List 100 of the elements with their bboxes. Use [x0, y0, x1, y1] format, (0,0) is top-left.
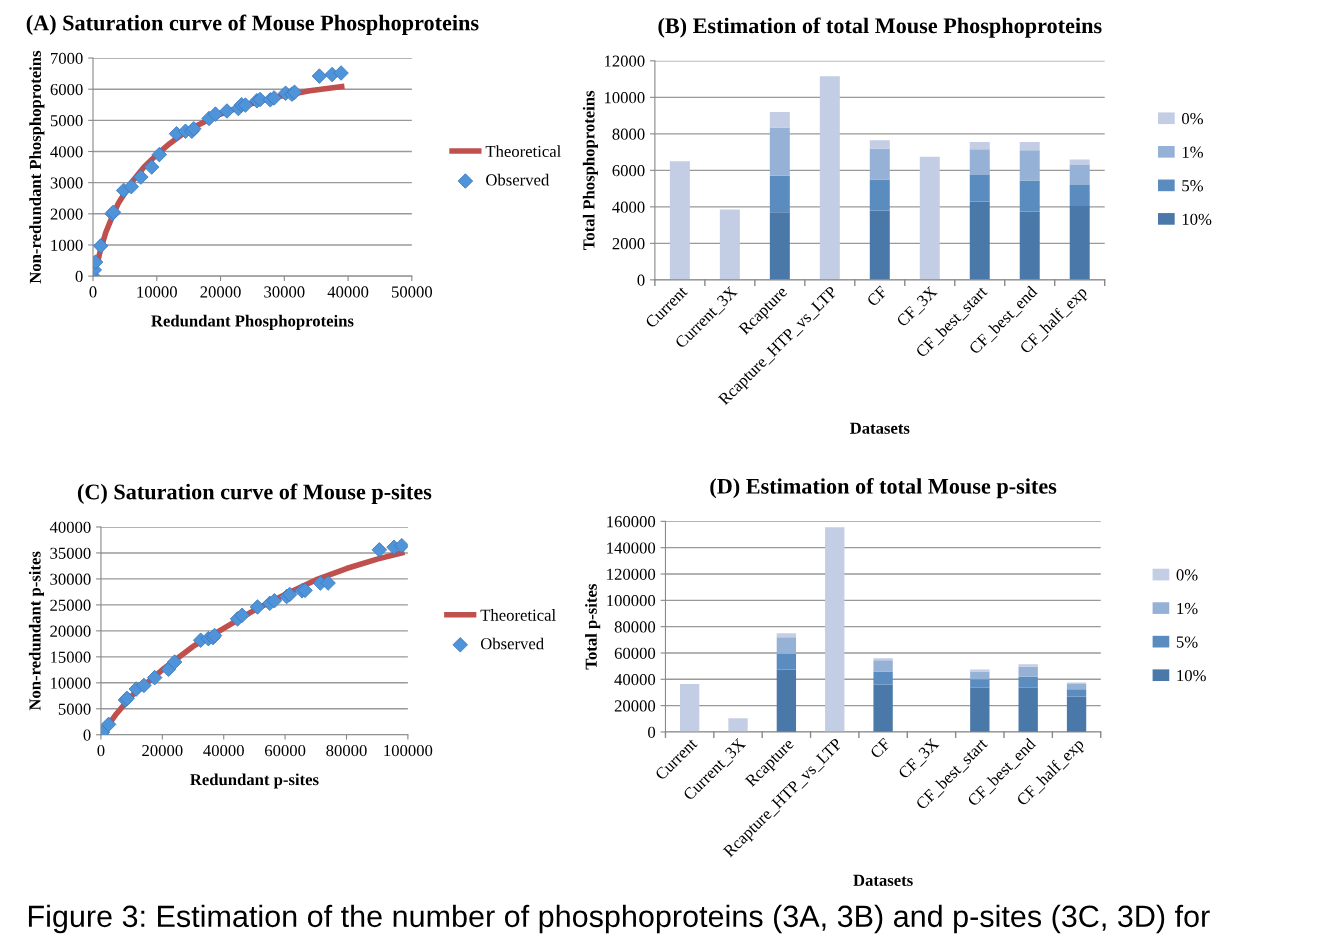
- x-axis-title: Redundant p-sites: [190, 773, 319, 789]
- x-tick-label: 30000: [264, 286, 305, 298]
- y-tick-label: 10000: [604, 92, 645, 104]
- y-tick-label: 0: [648, 726, 656, 738]
- x-tick-label: 80000: [326, 744, 367, 757]
- y-tick-label: 160000: [607, 516, 656, 528]
- x-tick-label: 40000: [327, 286, 369, 298]
- legend-label: 5%: [1182, 180, 1203, 192]
- legend-label: Observed: [486, 173, 550, 186]
- x-tick-label: CF: [866, 285, 888, 307]
- y-axis-title: Total p-sites: [585, 584, 601, 670]
- bar: [1019, 180, 1040, 212]
- x-tick-label: 60000: [264, 744, 306, 757]
- bar: [769, 212, 790, 280]
- y-tick-label: 40000: [49, 521, 91, 533]
- x-axis-title: Redundant Phosphoproteins: [151, 314, 354, 330]
- y-tick-label: 6000: [612, 165, 645, 177]
- legend-label: 10%: [1182, 213, 1212, 225]
- bar: [825, 527, 845, 732]
- y-tick-label: 35000: [50, 547, 91, 559]
- bar: [769, 175, 790, 213]
- y-tick-label: 4000: [612, 201, 645, 213]
- bar: [969, 201, 990, 280]
- x-axis-title: Datasets: [850, 422, 910, 434]
- bar: [719, 209, 740, 280]
- bar: [776, 653, 797, 670]
- bar: [669, 161, 690, 280]
- bar: [1066, 689, 1087, 697]
- y-axis-title: Non-redundant p-sites: [28, 551, 44, 711]
- x-tick-label: 100000: [384, 744, 433, 757]
- x-axis-title: Datasets: [853, 874, 913, 886]
- bar: [969, 149, 990, 175]
- y-tick-label: 10000: [51, 677, 91, 689]
- legend-label: 0%: [1176, 569, 1198, 581]
- x-tick-label: 20000: [200, 286, 241, 298]
- bar: [819, 76, 840, 280]
- bar: [869, 140, 890, 149]
- chart-title: (C) Saturation curve of Mouse p-sites: [77, 483, 432, 504]
- bar: [869, 148, 890, 180]
- bar: [1066, 683, 1087, 690]
- chart-title: (A) Saturation curve of Mouse Phosphoproteins: [26, 14, 479, 35]
- y-tick-label: 5000: [50, 115, 83, 127]
- bar: [776, 633, 797, 638]
- bar: [970, 679, 990, 688]
- bar: [1069, 164, 1090, 185]
- legend-label: 1%: [1182, 146, 1203, 158]
- y-tick-label: 4000: [50, 146, 83, 158]
- x-tick-label: 20000: [142, 744, 183, 757]
- y-tick-label: 2000: [50, 208, 83, 220]
- bar: [919, 156, 940, 280]
- y-tick-label: 20000: [50, 625, 91, 637]
- bar: [1018, 666, 1038, 677]
- y-tick-label: 20000: [614, 700, 656, 712]
- x-tick-label: 10000: [137, 286, 177, 298]
- y-tick-label: 140000: [607, 542, 656, 554]
- bar: [1019, 142, 1040, 151]
- y-axis-title: Total Phosphoproteins: [582, 90, 598, 250]
- legend-label: 5%: [1176, 636, 1198, 648]
- bar: [873, 660, 893, 672]
- y-tick-label: 6000: [50, 83, 83, 96]
- bar: [970, 671, 990, 680]
- x-tick-label: CF: [869, 737, 891, 760]
- legend-label: 1%: [1177, 602, 1198, 615]
- y-tick-label: 100000: [607, 595, 656, 607]
- bar: [1069, 184, 1090, 206]
- x-tick-label: 50000: [391, 286, 433, 298]
- y-tick-label: 30000: [50, 573, 91, 585]
- bar: [869, 210, 890, 280]
- bar: [769, 111, 790, 128]
- bar: [1069, 205, 1090, 280]
- bar: [1018, 687, 1038, 732]
- y-tick-label: 2000: [612, 238, 645, 250]
- bar: [969, 174, 990, 202]
- y-tick-label: 80000: [614, 621, 656, 633]
- y-tick-label: 0: [637, 274, 645, 286]
- bar: [969, 142, 990, 150]
- y-tick-label: 5000: [58, 703, 91, 715]
- bar: [1066, 696, 1087, 732]
- y-tick-label: 3000: [50, 177, 83, 189]
- legend-label: Theoretical: [485, 145, 561, 158]
- legend-label: Observed: [480, 637, 544, 650]
- x-tick-label: 0: [97, 744, 105, 757]
- bar: [769, 127, 790, 176]
- y-axis-title: Non-redundant Phosphoproteins: [29, 50, 45, 284]
- bar: [1019, 211, 1040, 280]
- bar: [869, 179, 890, 211]
- y-tick-label: 15000: [51, 651, 91, 663]
- x-tick-label: 40000: [203, 744, 244, 757]
- legend-label: Theoretical: [480, 609, 556, 621]
- y-tick-label: 60000: [614, 647, 656, 659]
- bar: [1018, 664, 1038, 667]
- point: [282, 586, 298, 603]
- chart-title: (D) Estimation of total Mouse p-sites: [710, 477, 1057, 499]
- y-tick-label: 120000: [607, 568, 656, 580]
- bar: [873, 671, 893, 685]
- y-tick-label: 40000: [614, 674, 656, 686]
- y-tick-label: 1000: [51, 239, 83, 251]
- bar: [1069, 159, 1090, 165]
- bar: [873, 684, 893, 732]
- caption: Figure 3: Estimation of the number of phosphoproteins (3A, 3B) and p-sites (3C, 3D) for: [28, 904, 1210, 934]
